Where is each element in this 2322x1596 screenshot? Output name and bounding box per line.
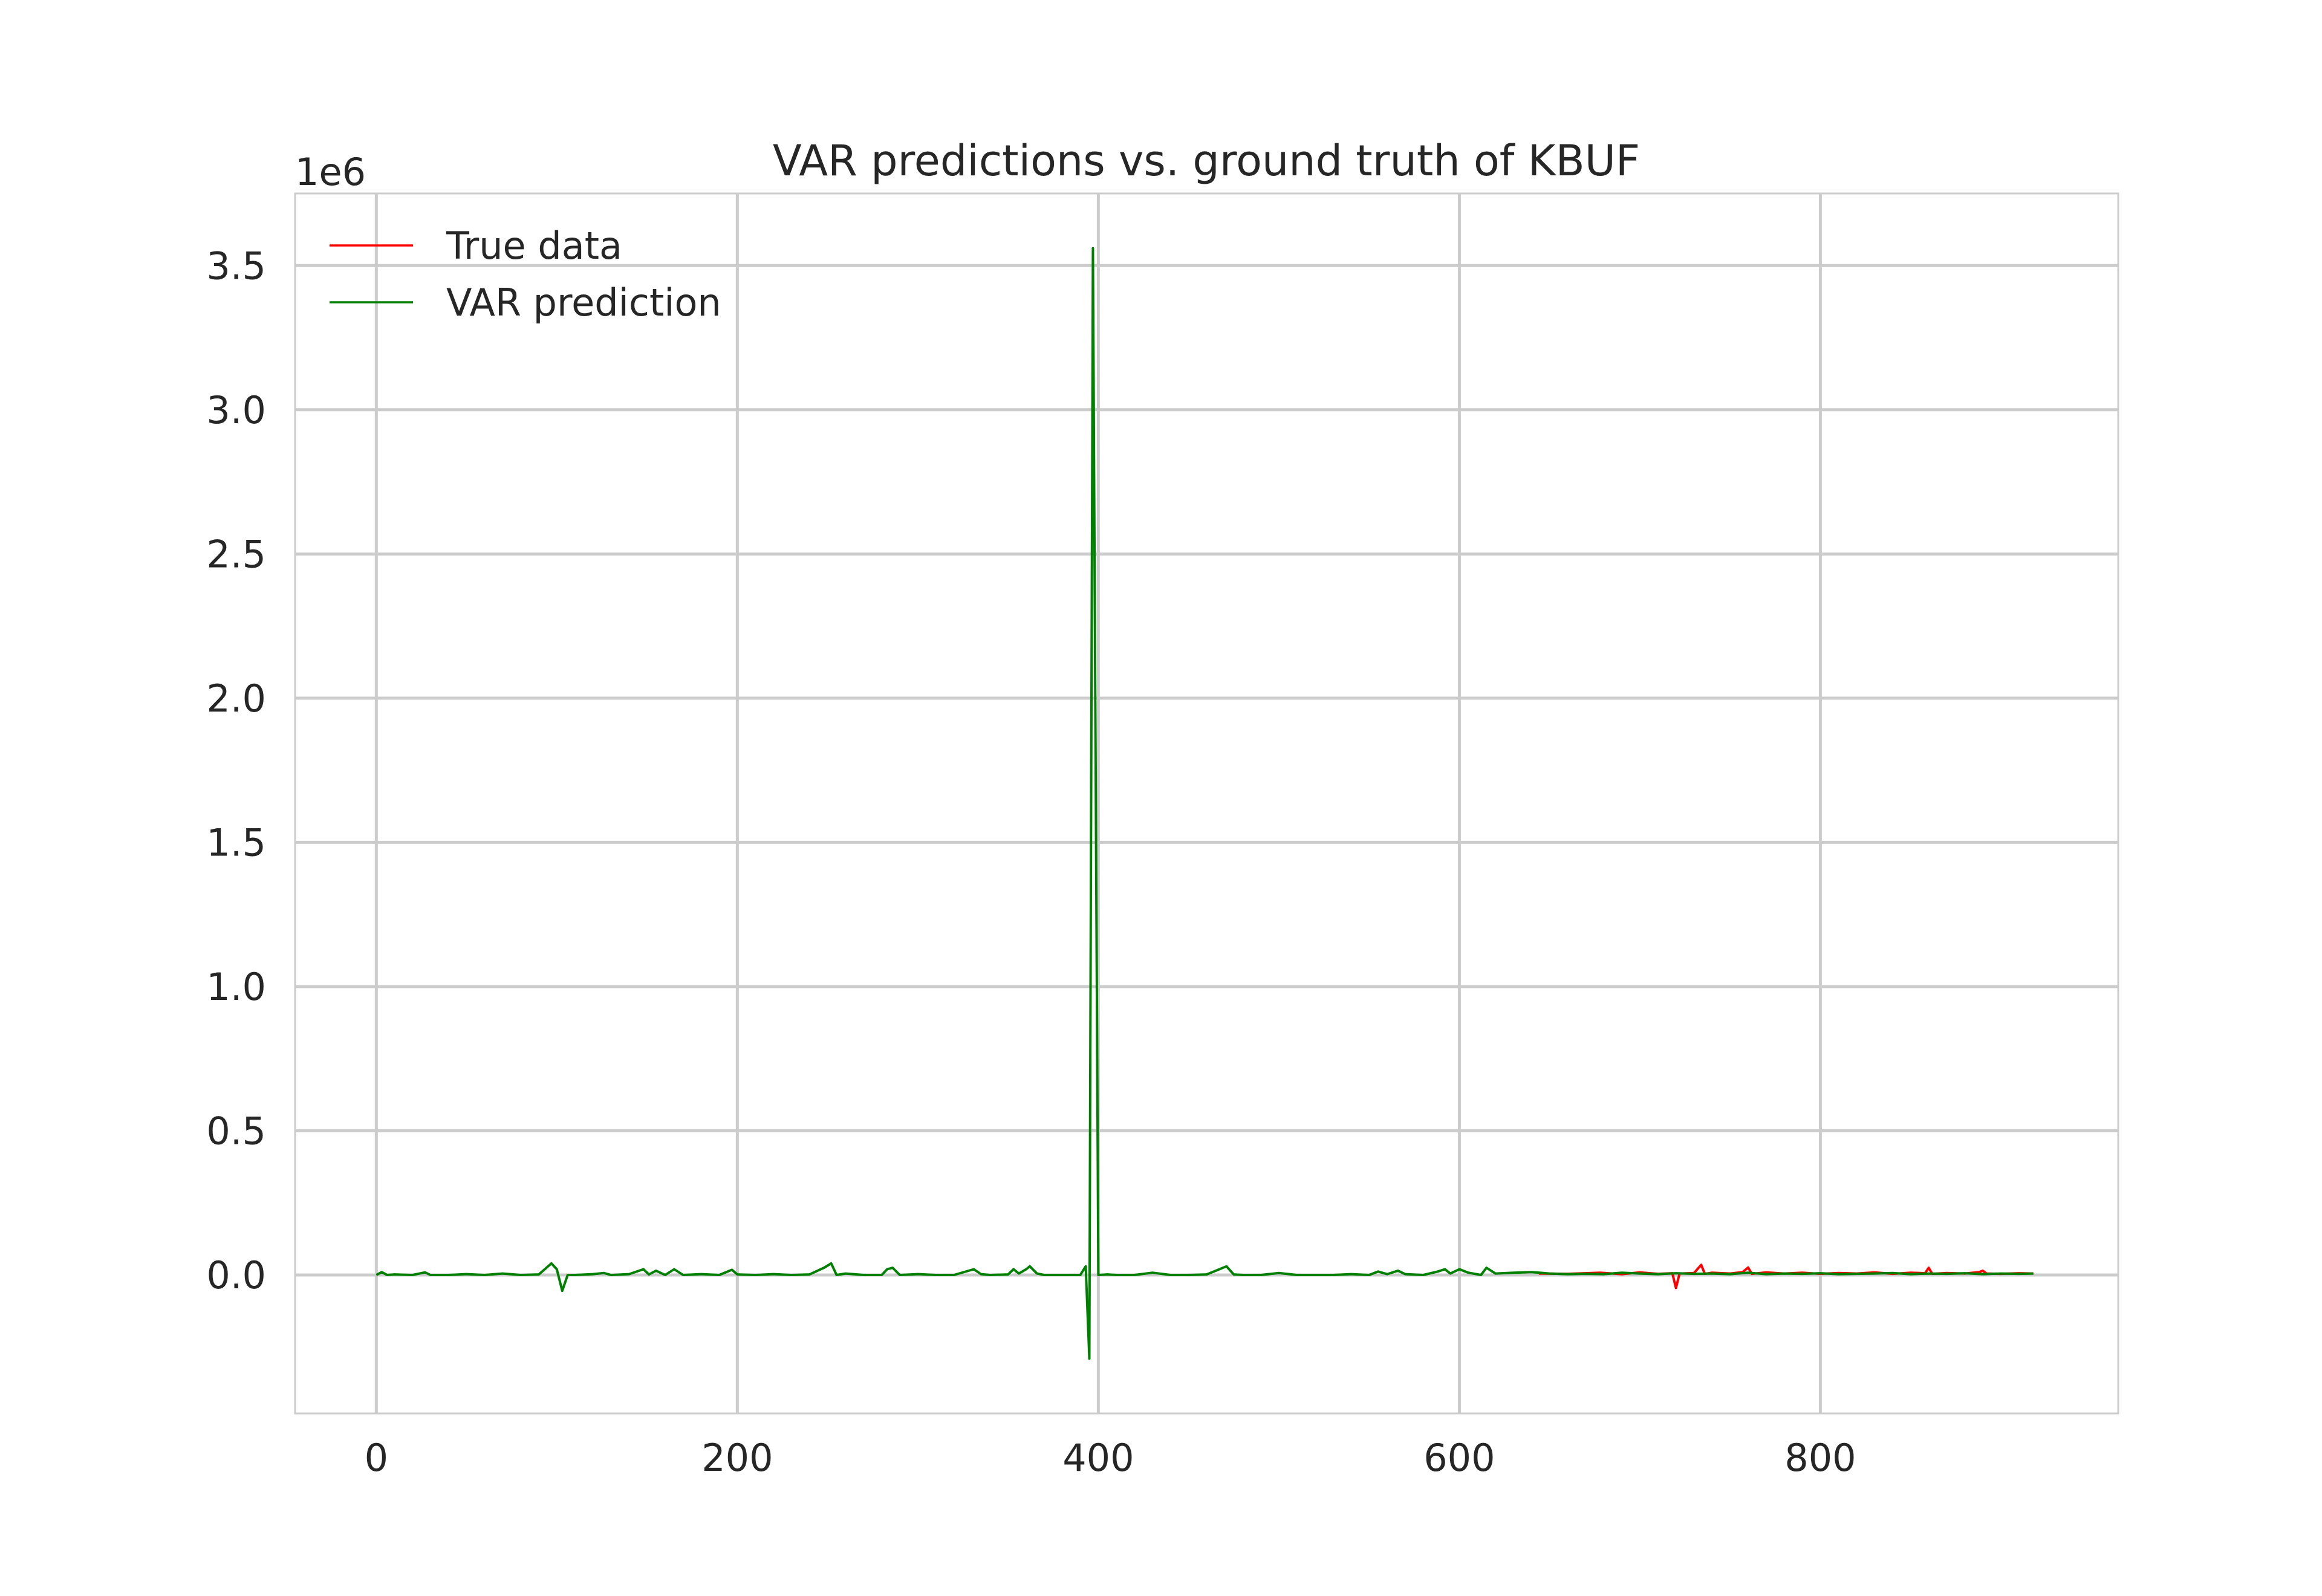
x-tick-label: 200 — [701, 1436, 773, 1480]
legend: True data VAR prediction — [330, 224, 721, 325]
x-tick-label: 600 — [1423, 1436, 1495, 1480]
x-tick-label: 400 — [1062, 1436, 1134, 1480]
x-tick-label: 0 — [365, 1436, 388, 1480]
chart-title: VAR predictions vs. ground truth of KBUF — [773, 136, 1640, 186]
legend-label-true-data: True data — [446, 224, 622, 268]
y-tick-label: 2.5 — [206, 532, 266, 576]
series-lines — [376, 247, 2034, 1360]
y-tick-label: 0.5 — [206, 1109, 266, 1153]
x-tick-label: 800 — [1784, 1436, 1856, 1480]
y-tick-label: 2.0 — [206, 676, 266, 721]
legend-label-var-prediction: VAR prediction — [446, 281, 721, 325]
series-line-var-prediction — [376, 247, 2034, 1360]
plot-area — [294, 192, 2119, 1415]
y-tick-label: 3.0 — [206, 388, 266, 432]
tick-labels: 0 200 400 600 800 0.0 0.5 1.0 1.5 2.0 2.5 3.0 3.5 — [206, 244, 1856, 1480]
y-tick-label: 0.0 — [206, 1253, 266, 1297]
y-tick-label: 1.0 — [206, 965, 266, 1009]
y-tick-label: 3.5 — [206, 244, 266, 288]
y-offset-label: 1e6 — [295, 150, 366, 194]
y-tick-label: 1.5 — [206, 820, 266, 864]
